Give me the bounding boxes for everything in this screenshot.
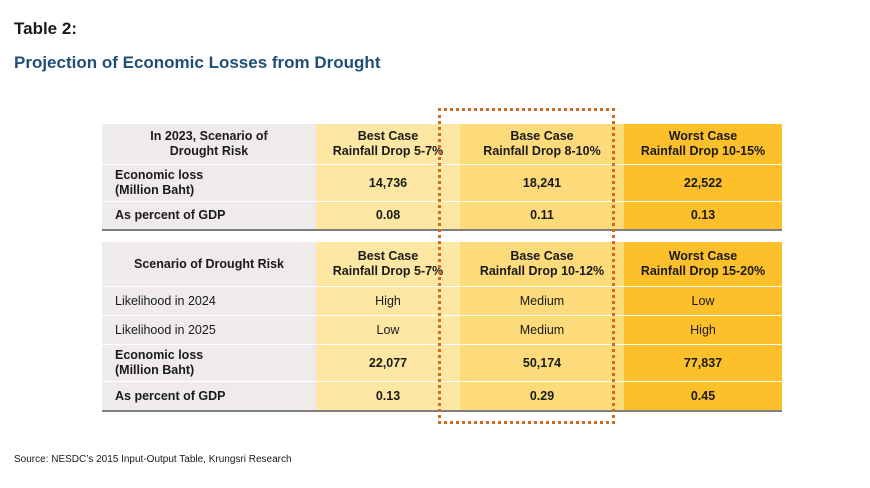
table-row: Economic loss (Million Baht) 14,736 18,2… [102, 164, 782, 202]
header-line: Base Case [510, 129, 574, 143]
base-case-value: Medium [460, 286, 624, 316]
scenario-2023-table: In 2023, Scenario of Drought Risk Best C… [102, 124, 782, 231]
header-line: Base Case [510, 249, 574, 263]
table-number-label: Table 2: [14, 19, 77, 38]
table-header-row: In 2023, Scenario of Drought Risk Best C… [102, 124, 782, 165]
best-case-value: 0.08 [316, 201, 460, 231]
header-line: Rainfall Drop 10-12% [479, 264, 605, 278]
header-worst-case-cell: Worst Case Rainfall Drop 15-20% [624, 242, 782, 287]
worst-case-value: High [624, 315, 782, 345]
best-case-value: 22,077 [316, 344, 460, 382]
header-line: Rainfall Drop 10-15% [640, 144, 766, 158]
row-label: Likelihood in 2025 [102, 315, 316, 345]
header-scenario-cell: Scenario of Drought Risk [102, 242, 316, 287]
header-line: Worst Case [668, 249, 738, 263]
header-line: Worst Case [668, 129, 738, 143]
table-row: Economic loss (Million Baht) 22,077 50,1… [102, 344, 782, 382]
worst-case-value: Low [624, 286, 782, 316]
header-base-case-cell: Base Case Rainfall Drop 8-10% [460, 124, 624, 165]
header-line: In 2023, Scenario of [150, 129, 268, 143]
base-case-value: 50,174 [460, 344, 624, 382]
base-case-value: 0.11 [460, 201, 624, 231]
row-label-line: (Million Baht) [115, 183, 195, 197]
scenario-future-table: Scenario of Drought Risk Best Case Rainf… [102, 242, 782, 412]
header-scenario-cell: In 2023, Scenario of Drought Risk [102, 124, 316, 165]
worst-case-value: 77,837 [624, 344, 782, 382]
table-title: Projection of Economic Losses from Droug… [14, 53, 381, 72]
header-line: Rainfall Drop 5-7% [332, 144, 444, 158]
header-best-case-cell: Best Case Rainfall Drop 5-7% [316, 124, 460, 165]
row-label-line: Economic loss [115, 348, 204, 362]
best-case-value: 14,736 [316, 164, 460, 202]
row-label: Economic loss (Million Baht) [102, 164, 316, 202]
table-row: Likelihood in 2025 Low Medium High [102, 315, 782, 345]
base-case-value: 18,241 [460, 164, 624, 202]
worst-case-value: 22,522 [624, 164, 782, 202]
source-note: Source: NESDC’s 2015 Input-Output Table,… [14, 454, 292, 465]
base-case-value: Medium [460, 315, 624, 345]
row-label: Likelihood in 2024 [102, 286, 316, 316]
best-case-value: High [316, 286, 460, 316]
table-row: As percent of GDP 0.08 0.11 0.13 [102, 201, 782, 231]
row-label: As percent of GDP [102, 201, 316, 231]
header-line: Best Case [357, 129, 419, 143]
worst-case-value: 0.45 [624, 381, 782, 412]
header-base-case-cell: Base Case Rainfall Drop 10-12% [460, 242, 624, 287]
header-worst-case-cell: Worst Case Rainfall Drop 10-15% [624, 124, 782, 165]
worst-case-value: 0.13 [624, 201, 782, 231]
table-header-row: Scenario of Drought Risk Best Case Rainf… [102, 242, 782, 287]
header-best-case-cell: Best Case Rainfall Drop 5-7% [316, 242, 460, 287]
row-label: Economic loss (Million Baht) [102, 344, 316, 382]
best-case-value: 0.13 [316, 381, 460, 412]
row-label-line: Economic loss [115, 168, 204, 182]
header-line: Rainfall Drop 8-10% [483, 144, 601, 158]
row-label: As percent of GDP [102, 381, 316, 412]
best-case-value: Low [316, 315, 460, 345]
base-case-value: 0.29 [460, 381, 624, 412]
header-line: Drought Risk [169, 144, 249, 158]
header-line: Rainfall Drop 15-20% [640, 264, 766, 278]
row-label-line: (Million Baht) [115, 363, 195, 377]
header-line: Rainfall Drop 5-7% [332, 264, 444, 278]
table-row: As percent of GDP 0.13 0.29 0.45 [102, 381, 782, 412]
table-row: Likelihood in 2024 High Medium Low [102, 286, 782, 316]
header-line: Best Case [357, 249, 419, 263]
